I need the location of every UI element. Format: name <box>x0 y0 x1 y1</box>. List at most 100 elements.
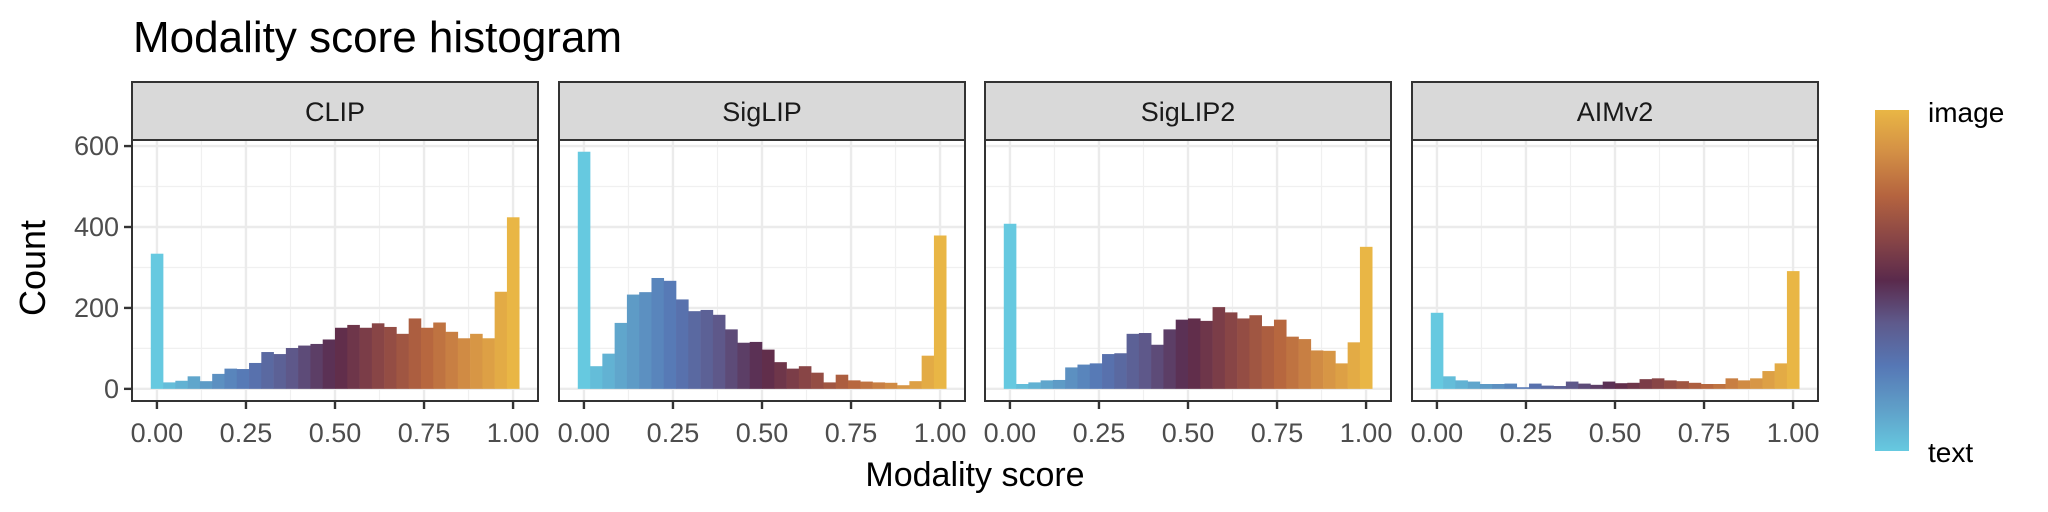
histogram-bar <box>1224 312 1238 389</box>
histogram-bar <box>897 385 910 389</box>
histogram-bar <box>1114 353 1127 389</box>
x-axis-label: Modality score <box>865 456 1084 494</box>
histogram-bar <box>663 280 677 389</box>
histogram-bar <box>1467 381 1481 389</box>
histogram-bar <box>506 217 520 389</box>
histogram-bar <box>1335 363 1348 389</box>
x-tick-label: 0.00 <box>984 418 1037 448</box>
histogram-bar <box>700 309 714 389</box>
histogram-bar <box>1504 383 1518 389</box>
histogram-bar <box>1615 383 1628 389</box>
histogram-bar <box>823 382 836 389</box>
histogram-bar <box>762 349 775 389</box>
histogram-bar <box>1430 312 1444 389</box>
histogram-bar <box>798 366 812 389</box>
histogram-bar <box>921 355 935 389</box>
histogram-bar <box>1688 382 1702 389</box>
histogram-bar <box>457 338 471 389</box>
histogram-bar <box>651 277 665 389</box>
histogram-bar <box>1310 350 1324 389</box>
histogram-bar <box>470 333 483 389</box>
facet-strip <box>984 81 1392 141</box>
histogram-bar <box>847 380 861 389</box>
histogram-bar <box>626 294 640 389</box>
histogram-bar <box>261 352 274 389</box>
x-tick-label: 0.00 <box>131 418 184 448</box>
histogram-bar <box>433 322 446 389</box>
histogram-bar <box>1750 378 1763 389</box>
histogram-bar <box>1639 379 1653 389</box>
x-tick-label: 1.00 <box>487 418 540 448</box>
histogram-bar <box>1151 344 1164 389</box>
histogram-bar <box>933 235 947 389</box>
x-tick-label: 0.25 <box>647 418 700 448</box>
histogram-bar <box>1455 380 1468 389</box>
x-tick-label: 1.00 <box>1340 418 1393 448</box>
histogram-bar <box>224 368 238 389</box>
histogram-bar <box>909 381 922 389</box>
histogram-bar <box>614 322 628 389</box>
histogram-bar <box>175 380 188 389</box>
x-tick-label: 0.25 <box>1073 418 1126 448</box>
histogram-bar <box>199 381 213 389</box>
x-tick-label: 0.50 <box>309 418 362 448</box>
histogram-bar <box>1676 381 1689 389</box>
histogram-bar <box>1237 318 1250 389</box>
y-tick-label: 400 <box>74 212 119 242</box>
histogram-bar <box>1359 246 1373 389</box>
histogram-bar <box>1713 384 1726 389</box>
histogram-bar <box>590 366 603 389</box>
x-tick-label: 0.00 <box>558 418 611 448</box>
facet-label: AIMv2 <box>1577 97 1654 127</box>
histogram-bar <box>494 291 508 389</box>
colorbar-legend: image text <box>1875 97 2004 468</box>
panel-aimv2: AIMv2 0.00 0.25 0.50 0.75 1.00 <box>1411 81 1819 448</box>
facet-strip <box>558 81 966 141</box>
histogram-bar <box>1003 223 1017 389</box>
histogram-bar <box>1786 271 1800 389</box>
histogram-bar <box>384 326 397 389</box>
histogram-bar <box>1529 383 1542 389</box>
histogram-bar <box>725 329 738 389</box>
histogram-bar <box>396 333 409 389</box>
facet-label: SigLIP <box>722 97 802 127</box>
x-tick-label: 1.00 <box>914 418 967 448</box>
histogram-bar <box>1249 315 1262 389</box>
x-tick-label: 0.50 <box>1589 418 1642 448</box>
histogram-bar <box>273 354 287 389</box>
chart-title: Modality score histogram <box>133 13 622 62</box>
histogram-bar <box>1578 383 1591 389</box>
histogram-bar <box>1762 371 1775 389</box>
histogram-bar <box>1700 384 1714 389</box>
histogram-bar <box>1516 387 1530 389</box>
histogram-bar <box>347 324 360 389</box>
histogram-bar <box>1553 386 1567 389</box>
histogram-bar <box>1664 380 1677 389</box>
y-axis-label: Count <box>12 220 53 316</box>
histogram-bar <box>1286 336 1299 389</box>
histogram-bar <box>737 342 751 389</box>
histogram-bar <box>1261 326 1275 389</box>
legend-label-image: image <box>1928 97 2004 128</box>
x-tick-label: 0.50 <box>736 418 789 448</box>
histogram-bar <box>749 341 763 389</box>
histogram-bar <box>187 376 201 389</box>
histogram-bar <box>322 339 336 389</box>
histogram-bar <box>1138 333 1152 389</box>
histogram-bar <box>1602 381 1616 389</box>
histogram-bar <box>1298 339 1312 389</box>
histogram-bar <box>835 374 849 389</box>
x-tick-label: 0.25 <box>220 418 273 448</box>
histogram-bar <box>420 327 434 389</box>
histogram-bar <box>1089 363 1103 389</box>
histogram-bar <box>811 372 824 389</box>
histogram-bar <box>1040 380 1054 389</box>
x-tick-label: 0.75 <box>398 418 451 448</box>
histogram-bar <box>1065 367 1078 389</box>
x-tick-label: 0.00 <box>1411 418 1464 448</box>
histogram-bar <box>1541 385 1554 389</box>
histogram-bar <box>1443 376 1456 389</box>
histogram-bar <box>285 347 299 389</box>
histogram-bar <box>1188 318 1201 389</box>
